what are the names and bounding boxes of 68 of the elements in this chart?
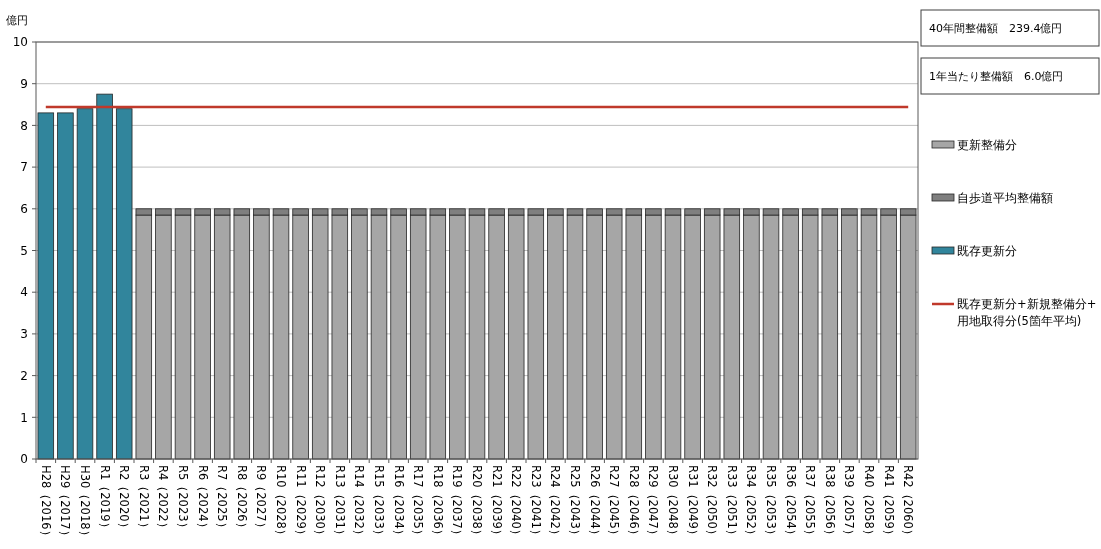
x-tick-label: H30（2018） — [78, 465, 92, 542]
x-tick-label: R20（2038） — [470, 465, 484, 541]
x-tick-label: R13（2031） — [332, 465, 347, 541]
legend-label: 既存更新分 — [957, 244, 1017, 258]
y-tick-label: 8 — [20, 118, 28, 133]
x-tick-label: R11（2029） — [293, 465, 308, 541]
bar — [115, 108, 133, 460]
x-tick-label: R37（2055） — [803, 465, 818, 541]
legend-label: 自歩道平均整備額 — [957, 191, 1053, 205]
x-tick-label: R27（2045） — [607, 465, 622, 541]
text: 1年当たり整備額 6.0億円 — [929, 70, 1064, 83]
y-tick-label: 6 — [20, 202, 28, 216]
x-tick-label: R42（2060） — [901, 465, 916, 541]
x-tick-label: R23（2041） — [528, 465, 543, 541]
x-tick-label: R7（2025） — [215, 465, 230, 534]
x-tick-label: R34（2052） — [744, 465, 759, 541]
x-tick-label: R19（2037） — [450, 465, 465, 541]
x-tick-label: R29（2047） — [646, 465, 661, 541]
x-tick-label: R31（2049） — [685, 465, 700, 541]
x-tick-label: R24（2042） — [548, 465, 563, 541]
y-tick-label: 3 — [20, 327, 28, 342]
bar — [96, 93, 113, 460]
x-tick-label: R36（2054） — [783, 465, 798, 541]
x-tick-label: R22（2040） — [509, 465, 524, 541]
x-tick-label: R17（2035） — [411, 465, 426, 541]
x-tick-label: R26（2044） — [587, 465, 602, 541]
y-axis-title: 億円 — [6, 14, 28, 27]
x-tick-label: R39（2057） — [842, 465, 857, 541]
x-tick-label: R28（2046） — [626, 465, 641, 541]
x-tick-label: R16（2034） — [391, 465, 406, 541]
x-tick-label: R33（2051） — [724, 465, 739, 541]
legend-label: 更新整備分 — [957, 138, 1017, 152]
x-tick-label: R35（2053） — [764, 465, 778, 541]
x-tick-label: R21（2039） — [489, 465, 504, 541]
x-tick-label: R25（2043） — [568, 465, 582, 541]
x-tick-label: H28（2016） — [38, 465, 53, 542]
x-tick-label: R40（2058） — [862, 465, 876, 541]
bar — [37, 112, 55, 460]
x-tick-label: R3（2021） — [136, 465, 151, 534]
x-tick-label: R6（2024） — [195, 465, 210, 534]
x-tick-label: R14（2032） — [352, 465, 367, 541]
y-tick-label: 0 — [20, 452, 28, 467]
x-tick-label: R12（2030） — [313, 465, 328, 541]
x-tick-label: R5（2023） — [176, 465, 190, 534]
bar — [76, 108, 94, 460]
x-tick-label: R15（2033） — [372, 465, 386, 541]
x-tick-label: R4（2022） — [156, 465, 171, 534]
x-tick-label: R18（2036） — [430, 465, 445, 541]
legend-label: 既存更新分+新規整備分+用地取得分(5箇年平均) — [957, 297, 1097, 328]
x-tick-label: R1（2019） — [97, 465, 112, 534]
x-tick-label: R10（2028） — [274, 465, 288, 541]
x-tick-label: H29（2017） — [58, 465, 73, 542]
x-tick-label: R30（2048） — [666, 465, 680, 541]
bar — [57, 112, 74, 460]
y-tick-label: 7 — [20, 160, 28, 175]
x-tick-label: R38（2056） — [822, 465, 837, 541]
y-tick-label: 1 — [20, 410, 28, 425]
text: 40年間整備額 239.4億円 — [929, 22, 1063, 35]
y-tick-label: 5 — [20, 243, 28, 258]
y-tick-label: 2 — [20, 368, 28, 383]
x-tick-label: R32（2050） — [705, 465, 720, 541]
y-tick-label: 4 — [20, 285, 28, 300]
y-tick-label: 10 — [12, 35, 28, 50]
x-tick-label: R41（2059） — [881, 465, 896, 541]
x-tick-label: R8（2026） — [234, 465, 249, 534]
x-tick-label: R2（2020） — [117, 465, 132, 534]
y-tick-label: 9 — [20, 76, 28, 91]
x-tick-label: R9（2027） — [254, 465, 269, 534]
